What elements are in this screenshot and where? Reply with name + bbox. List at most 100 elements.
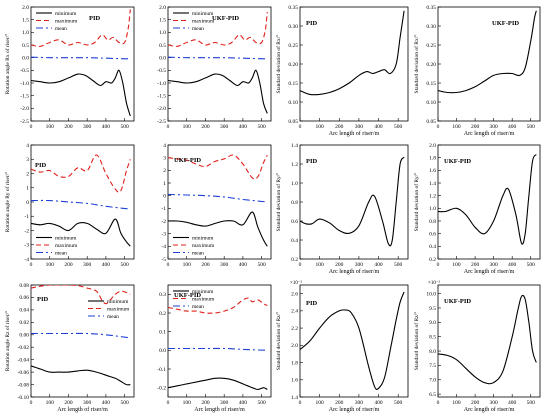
y-tick-label: 2.0 bbox=[22, 5, 29, 11]
series-line-std bbox=[438, 154, 537, 245]
y-tick-label: 0.1 bbox=[159, 329, 166, 335]
x-tick-label: 300 bbox=[355, 262, 364, 268]
x-tick-label: 100 bbox=[183, 262, 192, 268]
x-tick-label: 400 bbox=[508, 262, 517, 268]
y-tick-label: -1 bbox=[24, 214, 29, 220]
x-tick-label: 300 bbox=[355, 400, 364, 406]
panel-annotation: UKF-PID bbox=[212, 15, 239, 22]
y-tick-label: 7.5 bbox=[429, 363, 436, 369]
y-tick-label: -5 bbox=[161, 257, 166, 263]
chart-panel-r1c2: 0 100 200 300 400 500 -2.5 -2.0 -1.5 -1.0 -0.5 0.0 0… bbox=[157, 5, 272, 130]
y-tick-label: 0.3 bbox=[159, 292, 166, 298]
x-tick-label: 300 bbox=[83, 400, 92, 406]
axes-frame bbox=[30, 144, 135, 260]
y-tick-label: 1.0 bbox=[159, 30, 166, 36]
y-tick-label: 0.30 bbox=[288, 24, 298, 30]
x-tick-label: 400 bbox=[239, 262, 248, 268]
legend-label-mean: mean bbox=[192, 26, 204, 32]
chart-panel-r3c4: 0 100 200 300 400 500 6.5 7.0 7.5 8.0 8.5 9.0 9.5 10.… bbox=[413, 280, 541, 413]
x-tick-label: 400 bbox=[102, 400, 111, 406]
legend-label-minimum: minimum bbox=[192, 11, 214, 17]
y-tick-label: 1.6 bbox=[429, 168, 436, 174]
series-line-std bbox=[438, 294, 537, 385]
y-tick-label: 1.4 bbox=[429, 181, 436, 187]
y-tick-label: 0.6 bbox=[429, 231, 436, 237]
y-tick-label: 1.0 bbox=[22, 30, 29, 36]
y-tick-label: 0.06 bbox=[19, 295, 29, 301]
x-tick-label: 200 bbox=[471, 124, 480, 130]
y-tick-label: 0.20 bbox=[288, 62, 298, 68]
x-tick-label: 300 bbox=[490, 400, 499, 406]
axes-frame bbox=[437, 284, 541, 398]
y-tick-label: 9.5 bbox=[429, 306, 436, 312]
series-line-mean bbox=[31, 332, 131, 339]
y-tick-label: 10.0 bbox=[426, 291, 436, 297]
legend-label-minimum: minimum bbox=[192, 289, 214, 295]
x-tick-label: 400 bbox=[508, 400, 517, 406]
y-tick-label: 1 bbox=[163, 181, 166, 187]
x-tick-label: 100 bbox=[316, 262, 325, 268]
x-tick-label: 200 bbox=[201, 262, 210, 268]
x-tick-label: 0 bbox=[299, 400, 302, 406]
y-tick-label: -4 bbox=[24, 257, 29, 263]
legend-label-mean: mean bbox=[55, 251, 67, 257]
series-line-minimum bbox=[168, 377, 268, 391]
y-tick-label: 2.0 bbox=[159, 5, 166, 11]
x-tick-label: 500 bbox=[527, 400, 536, 406]
x-tick-label: 0 bbox=[299, 124, 302, 130]
panel-annotation: UKF-PID bbox=[174, 157, 201, 164]
y-axis-label: Rotation angle Ry of riser/° bbox=[4, 172, 11, 233]
x-tick-label: 400 bbox=[239, 124, 248, 130]
series-line-std bbox=[300, 156, 405, 247]
x-tick-label: 300 bbox=[83, 262, 92, 268]
x-tick-label: 100 bbox=[316, 124, 325, 130]
axes-frame bbox=[299, 284, 409, 398]
y-tick-label: 0.8 bbox=[291, 200, 298, 206]
y-tick-label: 8.0 bbox=[429, 349, 436, 355]
y-tick-label: 1.2 bbox=[291, 162, 298, 168]
y-tick-label: 3 bbox=[163, 155, 166, 161]
y-tick-label: 4 bbox=[163, 143, 166, 149]
legend-label-mean: mean bbox=[192, 251, 204, 257]
series-line-minimum bbox=[168, 69, 268, 114]
y-tick-label: -0.2 bbox=[157, 385, 166, 391]
y-tick-label: 1.0 bbox=[291, 181, 298, 187]
series-line-maximum bbox=[168, 12, 268, 47]
x-tick-label: 200 bbox=[64, 400, 73, 406]
legend-label-maximum: maximum bbox=[192, 243, 215, 249]
y-tick-label: 0.2 bbox=[429, 257, 436, 263]
y-axis-label: Standard deviation of Rx/° bbox=[413, 35, 420, 94]
x-tick-label: 400 bbox=[239, 400, 248, 406]
y-tick-label: -3 bbox=[24, 243, 29, 249]
y-tick-label: 0.25 bbox=[426, 43, 436, 49]
axes-frame bbox=[30, 284, 135, 398]
chart-panel-r3c2: 0 100 200 300 400 500 -0.2 -0.1 0.0 0.1 0.2 0.3 Arc … bbox=[157, 284, 272, 413]
chart-panel-r3c1: 0 100 200 300 400 500 -0.10 -0.08 -0.06 -0.04 -0.0… bbox=[4, 283, 135, 413]
y-tick-label: -0.04 bbox=[18, 357, 30, 363]
y-tick-label: 9.0 bbox=[429, 320, 436, 326]
legend-label-mean: mean bbox=[192, 304, 204, 310]
series-line-maximum bbox=[31, 285, 131, 305]
y-tick-label: 0.5 bbox=[22, 43, 29, 49]
y-tick-label: 1 bbox=[26, 186, 29, 192]
y-tick-label: 6.5 bbox=[429, 392, 436, 398]
y-tick-label: 0 bbox=[163, 193, 166, 199]
series-line-maximum bbox=[168, 297, 268, 314]
panel-annotation: UKF-PID bbox=[444, 298, 471, 305]
x-tick-label: 100 bbox=[46, 400, 55, 406]
x-tick-label: 0 bbox=[437, 400, 440, 406]
chart-panel-r3c3: 0 100 200 300 400 500 1.4 1.6 1.8 2.0 2.2 2.4 2.6 ×10… bbox=[275, 280, 409, 413]
series-line-std bbox=[438, 10, 537, 94]
y-tick-label: -1.5 bbox=[20, 93, 29, 99]
y-tick-label: -4 bbox=[161, 244, 166, 250]
panel-annotation: UKF-PID bbox=[444, 158, 471, 165]
x-tick-label: 300 bbox=[355, 124, 364, 130]
y-tick-label: -2.0 bbox=[20, 106, 29, 112]
y-tick-label: 2.0 bbox=[291, 343, 298, 349]
legend-label-maximum: maximum bbox=[55, 19, 78, 25]
y-tick-label: 0.35 bbox=[426, 5, 436, 11]
axes-frame bbox=[167, 144, 272, 260]
y-tick-label: 0.4 bbox=[291, 238, 298, 244]
x-axis-label: Arc length of riser/m bbox=[464, 130, 515, 137]
